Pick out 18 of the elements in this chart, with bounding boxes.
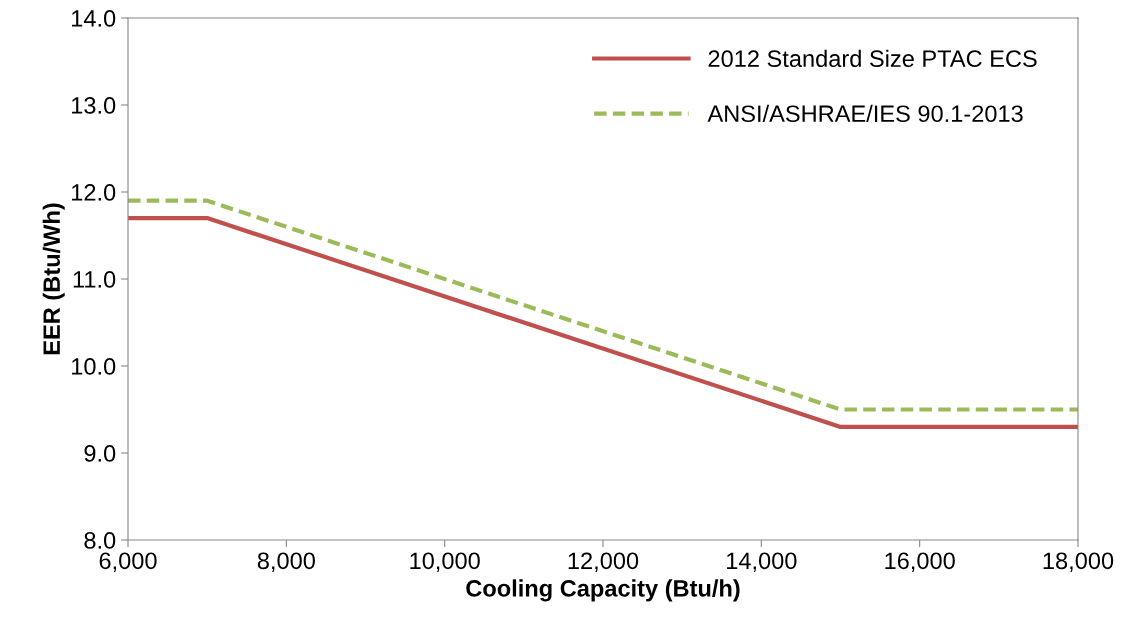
- x-tick-label: 14,000: [727, 552, 797, 572]
- x-tick-label: 16,000: [885, 552, 955, 572]
- y-tick-label: 8.0: [84, 532, 116, 549]
- x-tick-label: 18,000: [1043, 552, 1114, 572]
- y-tick-label: 12.0: [72, 184, 116, 201]
- y-tick-label: 9.0: [84, 445, 116, 462]
- x-tick-label: 12,000: [568, 552, 639, 572]
- y-tick-label: 11.0: [73, 271, 116, 288]
- legend-label: 2012 Standard Size PTAC ECS: [708, 49, 1037, 68]
- x-axis-title: Cooling Capacity (Btu/h): [466, 579, 740, 602]
- y-tick-label: 13.0: [72, 97, 116, 114]
- legend-label: ANSI/ASHRAE/IES 90.1-2013: [707, 104, 1023, 123]
- x-tick-label: 8,000: [257, 552, 315, 572]
- x-tick-label: 10,000: [410, 552, 480, 572]
- y-tick-label: 14.0: [72, 10, 116, 27]
- x-tick-label: 6,000: [99, 552, 157, 572]
- y-tick-label: 10.0: [72, 358, 116, 375]
- y-axis-title: EER (Btu/Wh): [42, 203, 65, 355]
